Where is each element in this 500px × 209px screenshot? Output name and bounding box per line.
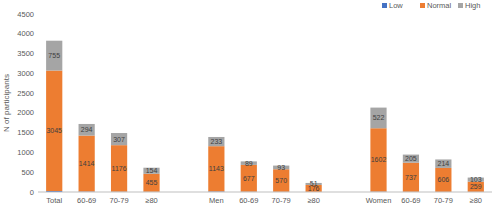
x-tick-label: Men bbox=[209, 196, 224, 205]
data-label: 205 bbox=[405, 155, 417, 162]
y-tick-label: 1500 bbox=[17, 128, 34, 137]
data-label: 1176 bbox=[112, 165, 127, 172]
bar-segment bbox=[435, 159, 451, 167]
data-label: 1143 bbox=[209, 165, 224, 172]
legend-label: Normal bbox=[427, 1, 452, 10]
data-label: 570 bbox=[275, 177, 287, 184]
x-tick-label: 60-69 bbox=[239, 196, 258, 205]
legend-swatch bbox=[458, 3, 463, 8]
y-axis-label: N of participants bbox=[2, 74, 11, 132]
bar-segment bbox=[403, 155, 419, 163]
legend-swatch bbox=[382, 3, 387, 8]
data-labels: 3045 755 1414 294 1176 307 455 154 1143 233 677 89 5… bbox=[46, 52, 481, 192]
bar-segment bbox=[111, 133, 127, 145]
data-label: 103 bbox=[470, 176, 482, 183]
chart: 0 500 1000 1500 2000 2500 3000 3500 4000 4500 N of… bbox=[0, 0, 500, 209]
bar-segment bbox=[273, 169, 289, 192]
bar-segment bbox=[143, 168, 159, 174]
x-tick-label: 70-79 bbox=[272, 196, 291, 205]
data-label: 214 bbox=[438, 160, 450, 167]
bars bbox=[46, 41, 484, 192]
y-tick-label: 3500 bbox=[17, 49, 34, 58]
x-tick-label: ≥80 bbox=[145, 196, 157, 205]
bar-segment bbox=[208, 146, 224, 191]
x-tick-label: Women bbox=[366, 196, 392, 205]
bar-segment bbox=[468, 182, 484, 192]
bar-segment bbox=[79, 124, 95, 136]
x-tick-label: ≥80 bbox=[470, 196, 482, 205]
data-label: 1414 bbox=[79, 160, 95, 167]
data-label: 294 bbox=[81, 126, 93, 133]
x-tick-label: 70-79 bbox=[109, 196, 128, 205]
legend: Low Normal High bbox=[382, 1, 480, 10]
data-label: 3045 bbox=[46, 127, 62, 134]
bar-segment bbox=[403, 163, 419, 192]
data-label: 755 bbox=[48, 52, 60, 59]
y-tick-label: 4000 bbox=[17, 29, 34, 38]
y-tick-label: 4500 bbox=[17, 10, 34, 19]
data-label: 89 bbox=[245, 160, 253, 167]
data-label: 51 bbox=[310, 180, 318, 187]
bar-segment bbox=[46, 41, 62, 71]
y-tick-label: 500 bbox=[21, 168, 34, 177]
x-tick-label: 70-79 bbox=[434, 196, 453, 205]
x-axis-line bbox=[38, 192, 492, 193]
bar-segment bbox=[143, 174, 159, 192]
bar-segment bbox=[435, 168, 451, 192]
y-tick-label: 0 bbox=[30, 188, 34, 197]
data-label: 1602 bbox=[371, 156, 387, 163]
data-label: 677 bbox=[243, 175, 255, 182]
bar-segment bbox=[111, 145, 127, 192]
data-label: 606 bbox=[438, 176, 450, 183]
x-tick-label: ≥80 bbox=[307, 196, 319, 205]
x-tick-label: Total bbox=[46, 196, 62, 205]
bar-segment bbox=[79, 136, 95, 192]
bar-segment bbox=[46, 71, 62, 191]
x-tick-label: 60-69 bbox=[77, 196, 96, 205]
data-label: 259 bbox=[470, 183, 482, 190]
data-label: 522 bbox=[373, 114, 385, 121]
legend-label: High bbox=[465, 1, 480, 10]
y-tick-label: 2500 bbox=[17, 89, 34, 98]
data-label: 93 bbox=[277, 164, 285, 171]
x-tick-label: 60-69 bbox=[401, 196, 420, 205]
bar-segment bbox=[370, 128, 386, 191]
data-label: 455 bbox=[146, 179, 158, 186]
legend-label: Low bbox=[389, 1, 403, 10]
data-label: 233 bbox=[211, 138, 223, 145]
y-tick-label: 1000 bbox=[17, 148, 34, 157]
bar-segment bbox=[370, 108, 386, 129]
y-tick-label: 3000 bbox=[17, 69, 34, 78]
bar-segment bbox=[241, 165, 257, 192]
legend-swatch bbox=[420, 3, 425, 8]
bar-segment bbox=[208, 137, 224, 146]
y-tick-label: 2000 bbox=[17, 108, 34, 117]
data-label: 737 bbox=[405, 174, 417, 181]
data-label: 307 bbox=[113, 136, 125, 143]
data-label: 154 bbox=[146, 167, 158, 174]
